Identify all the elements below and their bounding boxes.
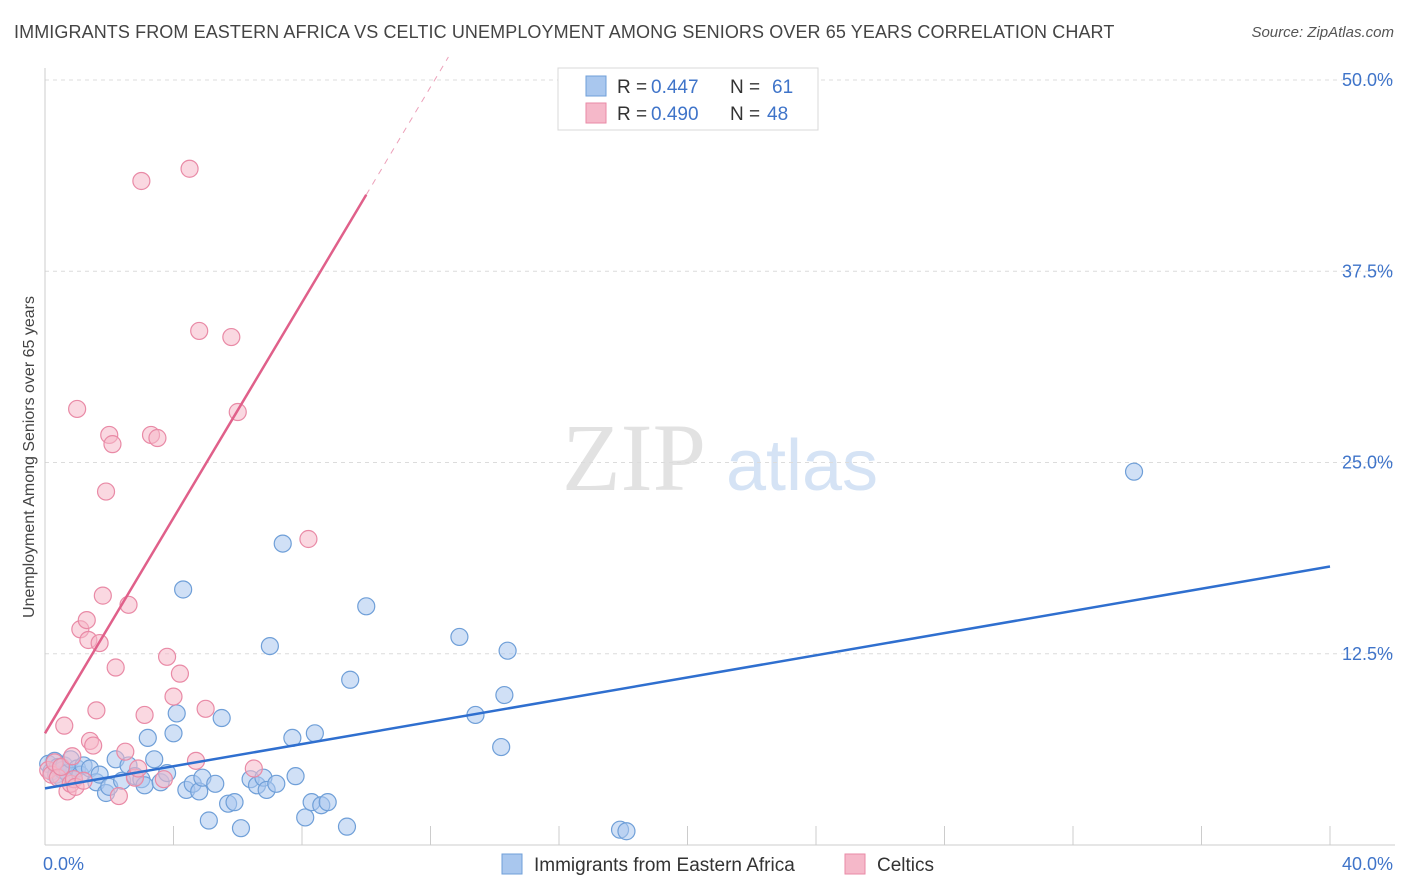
point-eastern-africa bbox=[164, 724, 183, 743]
legend-label-eastern-africa: Immigrants from Eastern Africa bbox=[534, 855, 795, 876]
trend-line-celtics-extension bbox=[365, 56, 449, 196]
series-celtics-points bbox=[39, 159, 318, 806]
point-celtics bbox=[106, 658, 125, 677]
point-celtics bbox=[63, 747, 82, 766]
stats-n-value-blue: 61 bbox=[772, 77, 793, 98]
stats-n-value-pink: 48 bbox=[767, 104, 788, 125]
point-eastern-africa bbox=[167, 704, 186, 723]
point-celtics bbox=[222, 327, 241, 347]
point-celtics bbox=[135, 705, 154, 725]
point-celtics bbox=[132, 171, 151, 191]
stats-n-label-blue: N = bbox=[730, 77, 760, 98]
stats-swatch-blue bbox=[585, 75, 607, 97]
point-eastern-africa bbox=[174, 580, 193, 599]
point-celtics bbox=[51, 757, 71, 777]
point-eastern-africa bbox=[212, 708, 231, 728]
axes bbox=[44, 68, 1395, 846]
point-eastern-africa bbox=[260, 636, 279, 656]
point-eastern-africa bbox=[273, 534, 292, 553]
x-tick-label: 40.0% bbox=[1342, 854, 1393, 874]
point-celtics bbox=[180, 159, 199, 178]
point-celtics bbox=[164, 687, 183, 706]
point-eastern-africa bbox=[145, 750, 164, 769]
stats-r-label-pink: R = bbox=[617, 104, 647, 125]
point-eastern-africa bbox=[495, 685, 514, 705]
watermark-atlas: atlas bbox=[726, 426, 878, 506]
stats-r-value-blue: 0.447 bbox=[651, 77, 699, 98]
point-celtics bbox=[170, 664, 190, 683]
trend-lines bbox=[43, 56, 1331, 790]
point-celtics bbox=[96, 482, 116, 501]
stats-swatch-pink bbox=[585, 102, 607, 124]
point-eastern-africa bbox=[231, 819, 251, 838]
point-eastern-africa bbox=[296, 808, 315, 827]
point-eastern-africa bbox=[199, 811, 218, 830]
point-celtics bbox=[148, 428, 167, 448]
source-label: Source: ZipAtlas.com bbox=[1251, 24, 1394, 41]
watermark: ZIP atlas bbox=[562, 404, 878, 511]
point-eastern-africa bbox=[357, 597, 376, 616]
point-celtics bbox=[157, 647, 177, 666]
legend-swatch-celtics bbox=[844, 853, 866, 875]
series-legend: Immigrants from Eastern Africa Celtics bbox=[501, 853, 934, 876]
point-eastern-africa bbox=[318, 793, 337, 812]
point-eastern-africa bbox=[450, 627, 469, 647]
point-celtics bbox=[93, 586, 112, 605]
point-eastern-africa bbox=[337, 817, 357, 836]
point-eastern-africa bbox=[498, 641, 517, 660]
point-eastern-africa bbox=[341, 670, 360, 689]
trend-line-eastern-africa bbox=[44, 565, 1331, 790]
series-eastern-africa-points bbox=[39, 462, 1144, 841]
point-eastern-africa bbox=[617, 822, 636, 841]
point-eastern-africa bbox=[305, 724, 324, 743]
point-celtics bbox=[87, 701, 106, 720]
grid bbox=[45, 79, 1395, 655]
chart-title: IMMIGRANTS FROM EASTERN AFRICA VS CELTIC… bbox=[14, 22, 1115, 42]
point-eastern-africa bbox=[225, 793, 244, 812]
point-eastern-africa bbox=[138, 728, 157, 748]
y-tick-label: 50.0% bbox=[1342, 70, 1393, 90]
point-celtics bbox=[244, 759, 263, 778]
legend-swatch-eastern-africa bbox=[501, 853, 523, 875]
point-eastern-africa bbox=[1124, 462, 1144, 481]
point-eastern-africa bbox=[206, 774, 225, 793]
point-celtics bbox=[77, 610, 96, 630]
legend-label-celtics: Celtics bbox=[877, 855, 934, 876]
point-eastern-africa bbox=[286, 767, 305, 786]
stats-r-value-pink: 0.490 bbox=[651, 104, 699, 125]
y-tick-label: 12.5% bbox=[1342, 644, 1393, 664]
tick-labels: 12.5% 25.0% 37.5% 50.0% 0.0% 40.0% bbox=[43, 70, 1393, 874]
point-celtics bbox=[103, 435, 122, 454]
watermark-zip: ZIP bbox=[562, 404, 706, 511]
y-tick-label: 25.0% bbox=[1342, 453, 1393, 473]
point-celtics bbox=[68, 399, 87, 419]
point-celtics bbox=[196, 699, 215, 718]
y-axis-label: Unemployment Among Seniors over 65 years bbox=[21, 296, 38, 618]
stats-legend: R = 0.447 N = 61 R = 0.490 N = 48 bbox=[557, 67, 819, 131]
point-eastern-africa bbox=[492, 737, 511, 757]
y-tick-label: 37.5% bbox=[1342, 261, 1393, 281]
stats-r-label-blue: R = bbox=[617, 77, 647, 98]
point-celtics bbox=[55, 716, 74, 735]
x-tick-label: 0.0% bbox=[43, 854, 84, 874]
point-celtics bbox=[84, 736, 103, 755]
point-celtics bbox=[299, 529, 318, 549]
point-celtics bbox=[116, 742, 135, 761]
point-eastern-africa bbox=[267, 774, 286, 793]
point-celtics bbox=[190, 321, 209, 341]
trend-line-celtics bbox=[43, 194, 368, 734]
stats-n-label-pink: N = bbox=[730, 104, 760, 125]
point-celtics bbox=[109, 786, 128, 806]
point-celtics bbox=[154, 770, 173, 789]
